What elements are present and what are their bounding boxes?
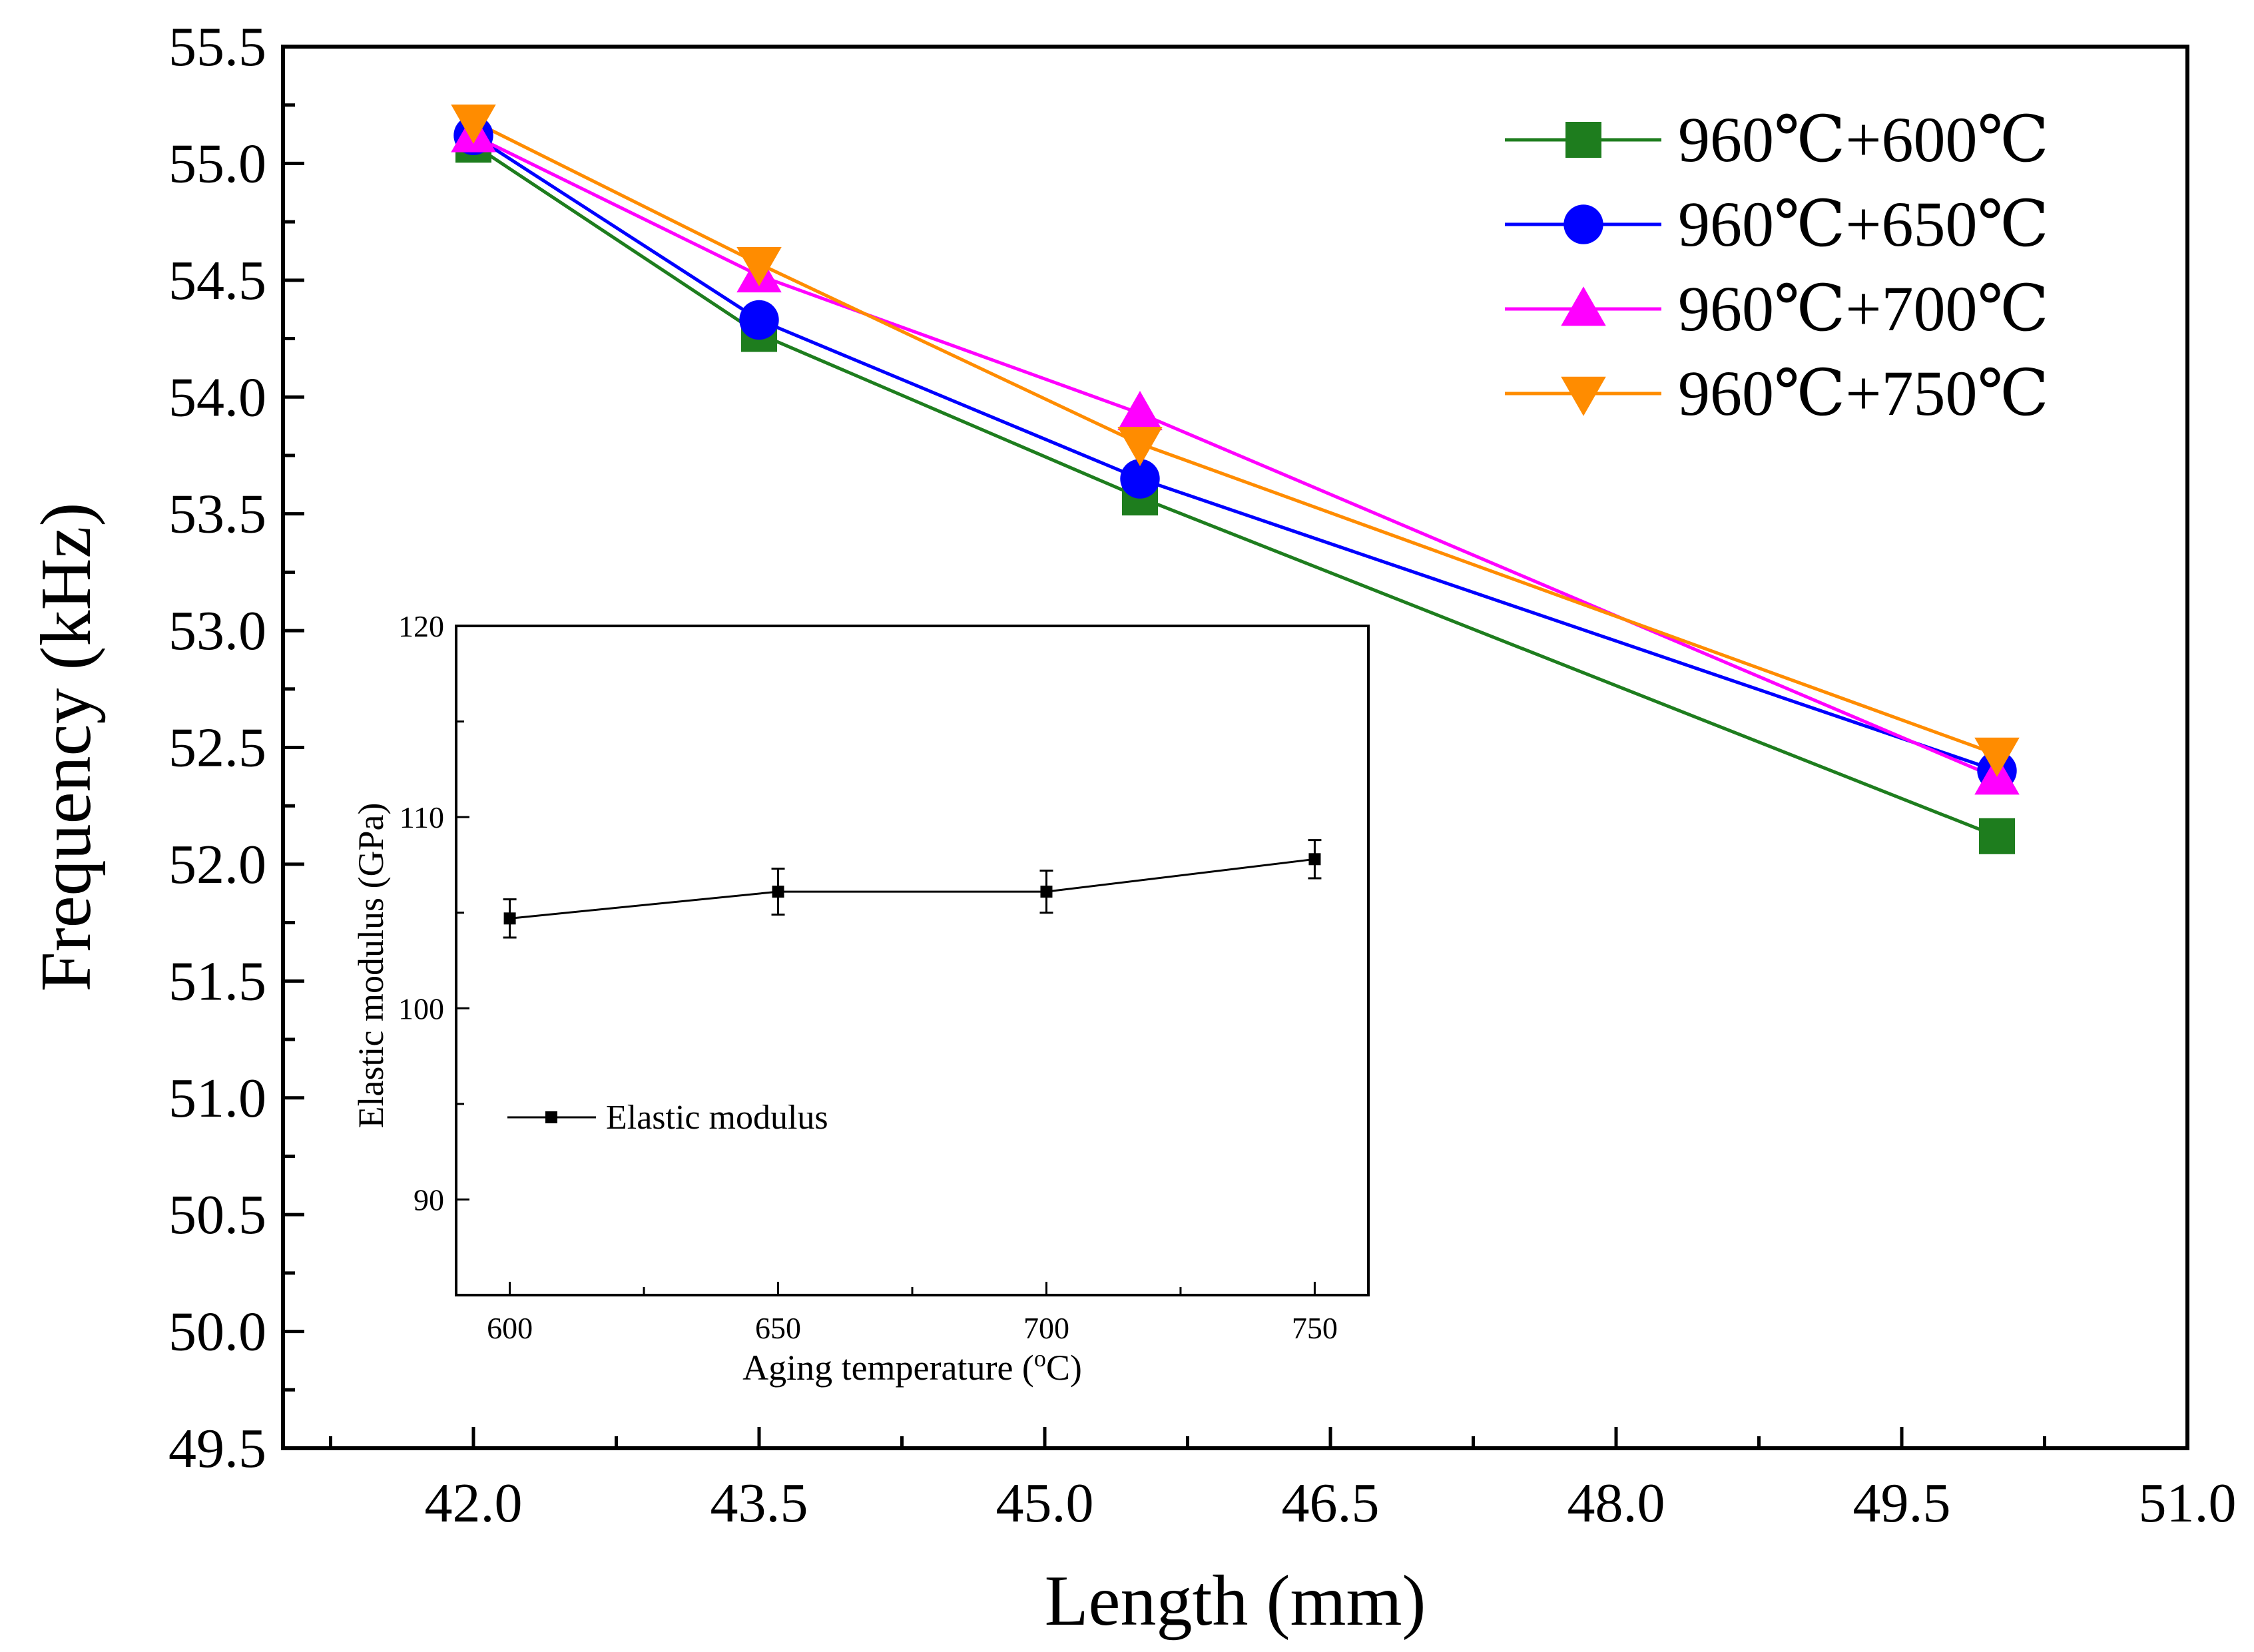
main-y-tick-label: 50.0 bbox=[168, 1301, 266, 1363]
main-y-tick-label: 54.5 bbox=[168, 250, 266, 312]
main-x-tick-label: 45.0 bbox=[996, 1472, 1094, 1534]
main-y-tick-label: 53.5 bbox=[168, 483, 266, 545]
main-y-tick-label: 55.0 bbox=[168, 133, 266, 194]
inset-series-group bbox=[503, 839, 1322, 939]
inset-x-tick-label: 650 bbox=[755, 1311, 801, 1345]
inset-data-point bbox=[503, 912, 516, 925]
main-data-point bbox=[1117, 391, 1163, 431]
inset-x-label-part-1: Aging temperature ( bbox=[742, 1348, 1034, 1388]
inset-y-tick-label: 100 bbox=[398, 991, 444, 1025]
inset-x-label-part-2: C) bbox=[1046, 1348, 1082, 1388]
main-legend: 960℃+600℃ 960℃+650℃ 960℃+700℃ 960℃+750℃ bbox=[1505, 104, 2049, 429]
main-data-point bbox=[451, 104, 496, 144]
main-ticks: 42.0 43.5 45.0 46.5 48.0 49.5 51.0 49.5 50.0 50.5… bbox=[168, 16, 2237, 1534]
inset-plot-frame bbox=[455, 625, 1370, 1296]
main-x-tick-label: 49.5 bbox=[1853, 1472, 1951, 1534]
main-data-point bbox=[1974, 737, 2020, 777]
main-series-line bbox=[472, 134, 1998, 772]
legend-marker bbox=[1563, 204, 1603, 244]
inset-y-axis-label: Elastic modulus (GPa) bbox=[351, 803, 391, 1129]
main-data-point bbox=[1117, 427, 1163, 467]
main-y-tick-label: 54.0 bbox=[168, 366, 266, 428]
main-data-point bbox=[736, 246, 782, 287]
main-y-tick-label: 52.5 bbox=[168, 717, 266, 779]
inset-y-tick-label: 90 bbox=[414, 1183, 444, 1217]
inset-data-point bbox=[1308, 853, 1321, 866]
inset-legend-label: Elastic modulus bbox=[606, 1099, 828, 1137]
main-x-tick-label: 48.0 bbox=[1567, 1472, 1665, 1534]
legend-label: 960℃+700℃ bbox=[1678, 273, 2049, 344]
legend-marker bbox=[1565, 122, 1601, 158]
main-y-axis-label: Frequency (kHz) bbox=[27, 503, 106, 992]
main-series-line bbox=[472, 120, 1998, 756]
main-chart: 42.0 43.5 45.0 46.5 48.0 49.5 51.0 49.5 50.0 50.5… bbox=[27, 16, 2237, 1641]
main-x-tick-label: 51.0 bbox=[2139, 1472, 2237, 1534]
inset-data-point bbox=[772, 886, 784, 898]
legend-marker bbox=[1561, 286, 1606, 326]
inset-series-line bbox=[509, 858, 1315, 920]
main-y-tick-label: 51.0 bbox=[168, 1067, 266, 1129]
main-x-tick-label: 46.5 bbox=[1282, 1472, 1380, 1534]
main-data-point bbox=[1120, 459, 1160, 499]
inset-x-tick-label: 600 bbox=[487, 1311, 533, 1345]
main-y-tick-label: 53.0 bbox=[168, 600, 266, 662]
inset-y-tick-label: 120 bbox=[398, 609, 444, 643]
main-y-tick-label: 55.5 bbox=[168, 16, 266, 78]
main-series-line bbox=[472, 134, 1998, 780]
inset-y-tick-label: 110 bbox=[400, 800, 444, 834]
main-y-tick-label: 52.0 bbox=[168, 834, 266, 896]
main-x-tick-label: 43.5 bbox=[710, 1472, 808, 1534]
main-data-point bbox=[739, 300, 779, 340]
legend-label: 960℃+650℃ bbox=[1678, 188, 2049, 260]
legend-marker bbox=[1561, 376, 1606, 416]
inset-x-axis-label: Aging temperature (oC) bbox=[742, 1345, 1082, 1388]
legend-label: 960℃+750℃ bbox=[1678, 358, 2049, 429]
main-y-tick-label: 49.5 bbox=[168, 1418, 266, 1480]
inset-legend: Elastic modulus bbox=[507, 1099, 828, 1137]
inset-x-tick-label: 700 bbox=[1023, 1311, 1069, 1345]
main-x-tick-label: 42.0 bbox=[425, 1472, 523, 1534]
inset-x-label-superscript: o bbox=[1034, 1345, 1046, 1372]
main-series-line bbox=[472, 143, 1998, 838]
main-y-tick-label: 51.5 bbox=[168, 950, 266, 1012]
inset-chart: 600 650 700 750 90 100 110 120 Aging temperatur… bbox=[351, 609, 1370, 1388]
inset-background bbox=[456, 626, 1368, 1295]
main-plot-frame bbox=[281, 45, 2189, 1450]
main-data-point bbox=[1979, 818, 2015, 854]
inset-legend-marker bbox=[545, 1111, 557, 1123]
inset-data-point bbox=[1040, 886, 1053, 898]
legend-label: 960℃+600℃ bbox=[1678, 104, 2049, 175]
inset-x-tick-label: 750 bbox=[1292, 1311, 1338, 1345]
main-y-tick-label: 50.5 bbox=[168, 1184, 266, 1246]
inset-ticks: 600 650 700 750 90 100 110 120 bbox=[398, 609, 1338, 1345]
main-series-group bbox=[451, 104, 2020, 854]
main-x-axis-label: Length (mm) bbox=[1045, 1561, 1426, 1641]
